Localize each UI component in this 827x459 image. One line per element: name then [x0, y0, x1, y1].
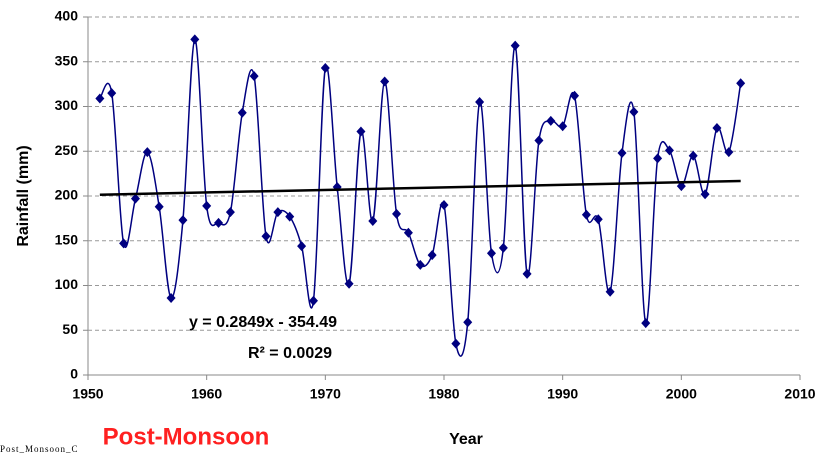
- marker: [736, 78, 746, 89]
- marker: [570, 90, 580, 101]
- equation: y = 0.2849x - 354.49: [189, 314, 337, 331]
- marker: [166, 293, 176, 304]
- y-tick-label: 350: [55, 52, 79, 68]
- marker: [664, 145, 674, 156]
- x-tick-label: 1970: [310, 386, 341, 402]
- marker: [225, 207, 235, 218]
- marker: [486, 248, 496, 259]
- marker: [558, 121, 568, 132]
- trendline: [99, 179, 741, 196]
- marker: [676, 181, 686, 192]
- marker: [130, 193, 140, 204]
- marker: [415, 259, 425, 270]
- marker: [202, 200, 212, 211]
- marker: [95, 93, 105, 104]
- marker: [439, 199, 449, 210]
- marker: [308, 295, 318, 306]
- marker: [392, 208, 402, 219]
- marker: [475, 97, 485, 108]
- marker: [617, 148, 627, 159]
- marker: [119, 238, 129, 249]
- marker: [237, 107, 247, 118]
- marker: [142, 147, 152, 158]
- y-tick-label: 200: [55, 187, 79, 203]
- r-squared: R² = 0.0029: [248, 345, 332, 362]
- marker: [178, 215, 188, 226]
- y-tick-label: 300: [55, 97, 79, 113]
- x-tick-label: 2000: [666, 386, 697, 402]
- series-line: [99, 38, 742, 357]
- x-tick-label: 1960: [191, 386, 222, 402]
- marker: [273, 207, 283, 218]
- marker: [712, 122, 722, 133]
- marker: [593, 214, 603, 225]
- y-tick-label: 250: [55, 142, 79, 158]
- y-axis-label: Rainfall (mm): [15, 145, 32, 246]
- marker: [249, 71, 259, 82]
- x-tick-label: 2010: [784, 386, 815, 402]
- caption: Post_Monsoon_C: [0, 444, 79, 454]
- marker: [463, 317, 473, 328]
- x-axis-label: Year: [449, 431, 483, 448]
- x-tick-label: 1980: [428, 386, 459, 402]
- marker: [688, 150, 698, 161]
- marker: [190, 34, 200, 45]
- marker: [451, 338, 461, 349]
- y-tick-label: 400: [55, 8, 79, 24]
- marker: [261, 231, 271, 242]
- marker: [297, 241, 307, 252]
- y-tick-label: 150: [55, 231, 79, 247]
- y-tick-label: 100: [55, 276, 79, 292]
- marker: [403, 227, 413, 238]
- marker: [380, 76, 390, 87]
- marker: [700, 189, 710, 200]
- marker: [724, 147, 734, 158]
- x-tick-label: 1990: [547, 386, 578, 402]
- marker: [522, 268, 532, 279]
- marker: [427, 250, 437, 261]
- marker: [107, 88, 117, 99]
- marker: [214, 217, 224, 228]
- marker: [546, 115, 556, 126]
- marker: [641, 318, 651, 329]
- y-tick-label: 0: [70, 366, 78, 382]
- marker: [344, 278, 354, 289]
- marker: [320, 63, 330, 74]
- marker: [605, 286, 615, 297]
- marker: [629, 106, 639, 117]
- marker: [510, 40, 520, 51]
- marker: [285, 211, 295, 222]
- marker: [653, 153, 663, 164]
- marker: [498, 242, 508, 253]
- marker: [534, 135, 544, 146]
- series-label: Post-Monsoon: [103, 423, 270, 450]
- marker: [368, 216, 378, 227]
- marker: [154, 201, 164, 212]
- marker: [356, 126, 366, 137]
- x-tick-label: 1950: [72, 386, 103, 402]
- marker: [581, 209, 591, 220]
- y-tick-label: 50: [62, 321, 78, 337]
